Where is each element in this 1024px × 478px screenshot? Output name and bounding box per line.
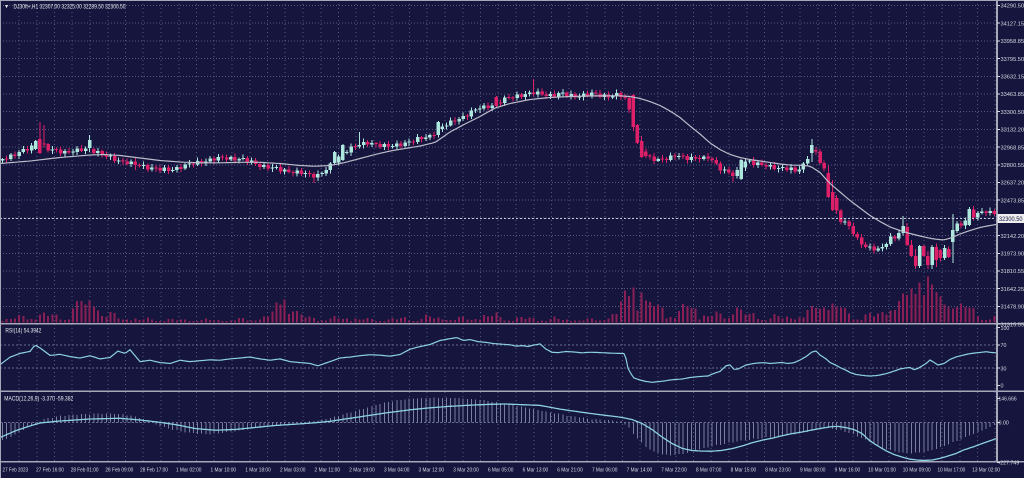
svg-text:31315.55: 31315.55 [1001,322,1024,328]
svg-text:0.00: 0.00 [999,421,1010,427]
svg-text:27 Feb 2023: 27 Feb 2023 [3,468,29,474]
svg-text:33958.85: 33958.85 [1001,39,1024,45]
svg-text:7 Mar 22:00: 7 Mar 22:00 [661,468,687,474]
svg-text:34290.50: 34290.50 [1001,4,1024,10]
svg-text:9 Mar 08:00: 9 Mar 08:00 [800,468,826,474]
svg-text:3 Mar 20:00: 3 Mar 20:00 [453,468,479,474]
svg-text:146.666: 146.666 [999,397,1018,403]
svg-text:33132.20: 33132.20 [1001,128,1024,134]
svg-text:6 Mar 13:00: 6 Mar 13:00 [523,468,549,474]
svg-text:7 Mar 14:00: 7 Mar 14:00 [627,468,653,474]
svg-text:1 Mar 18:00: 1 Mar 18:00 [245,468,271,474]
svg-text:▼: ▼ [4,4,9,10]
svg-text:33463.85: 33463.85 [1001,92,1024,98]
svg-text:6 Mar 21:00: 6 Mar 21:00 [557,468,583,474]
svg-text:100: 100 [1001,326,1011,332]
svg-text:3 Mar 12:00: 3 Mar 12:00 [419,468,445,474]
svg-text:1 Mar 02:00: 1 Mar 02:00 [176,468,202,474]
svg-text:2 Mar 11:00: 2 Mar 11:00 [315,468,341,474]
svg-text:33632.15: 33632.15 [1001,75,1024,81]
svg-text:28 Feb 01:00: 28 Feb 01:00 [71,468,99,474]
svg-text:0: 0 [1001,384,1005,390]
svg-text:8 Mar 07:00: 8 Mar 07:00 [696,468,722,474]
svg-text:32637.20: 32637.20 [1001,181,1024,187]
svg-text:-227.749: -227.749 [999,461,1020,467]
svg-text:31642.25: 31642.25 [1001,287,1024,293]
svg-text:33795.50: 33795.50 [1001,57,1024,63]
svg-text:10 Mar 01:00: 10 Mar 01:00 [868,468,896,474]
svg-text:2 Mar 03:00: 2 Mar 03:00 [280,468,306,474]
svg-text:9 Mar 16:00: 9 Mar 16:00 [835,468,861,474]
svg-text:32800.55: 32800.55 [1001,163,1024,169]
svg-text:2 Mar 19:00: 2 Mar 19:00 [349,468,375,474]
svg-text:13 Mar 02:00: 13 Mar 02:00 [972,468,1000,474]
svg-text:28 Feb 09:00: 28 Feb 09:00 [105,468,133,474]
svg-text:MACD(12,26,9) -3.370 -59.382: MACD(12,26,9) -3.370 -59.382 [4,396,73,403]
svg-text:32473.85: 32473.85 [1001,198,1024,204]
svg-text:70: 70 [1001,343,1008,349]
svg-text:27 Feb 16:00: 27 Feb 16:00 [36,468,64,474]
svg-text:3 Mar 04:00: 3 Mar 04:00 [384,468,410,474]
svg-text:RSI(14) 54.3942: RSI(14) 54.3942 [5,327,41,334]
svg-text:30: 30 [1001,366,1008,372]
svg-text:32142.20: 32142.20 [1001,234,1024,240]
svg-text:10 Mar 17:00: 10 Mar 17:00 [938,468,966,474]
svg-text:6 Mar 05:00: 6 Mar 05:00 [488,468,514,474]
svg-text:10 Mar 09:00: 10 Mar 09:00 [903,468,931,474]
svg-text:32968.85: 32968.85 [1001,145,1024,151]
svg-text:31478.90: 31478.90 [1001,305,1024,311]
svg-text:32300.50: 32300.50 [999,217,1023,223]
svg-text:7 Mar 06:00: 7 Mar 06:00 [592,468,618,474]
svg-text:33300.50: 33300.50 [1001,110,1024,116]
svg-text:31973.90: 31973.90 [1001,252,1024,258]
svg-text:1 Mar 10:00: 1 Mar 10:00 [211,468,237,474]
svg-text:28 Feb 17:00: 28 Feb 17:00 [140,468,168,474]
svg-text:DJ30ft+,H1 32307.00 32325.00 3: DJ30ft+,H1 32307.00 32325.00 32289.50 32… [14,4,126,11]
svg-text:8 Mar 15:00: 8 Mar 15:00 [731,468,757,474]
svg-text:8 Mar 23:00: 8 Mar 23:00 [765,468,791,474]
svg-text:34127.15: 34127.15 [1001,21,1024,27]
svg-text:31810.55: 31810.55 [1001,269,1024,275]
